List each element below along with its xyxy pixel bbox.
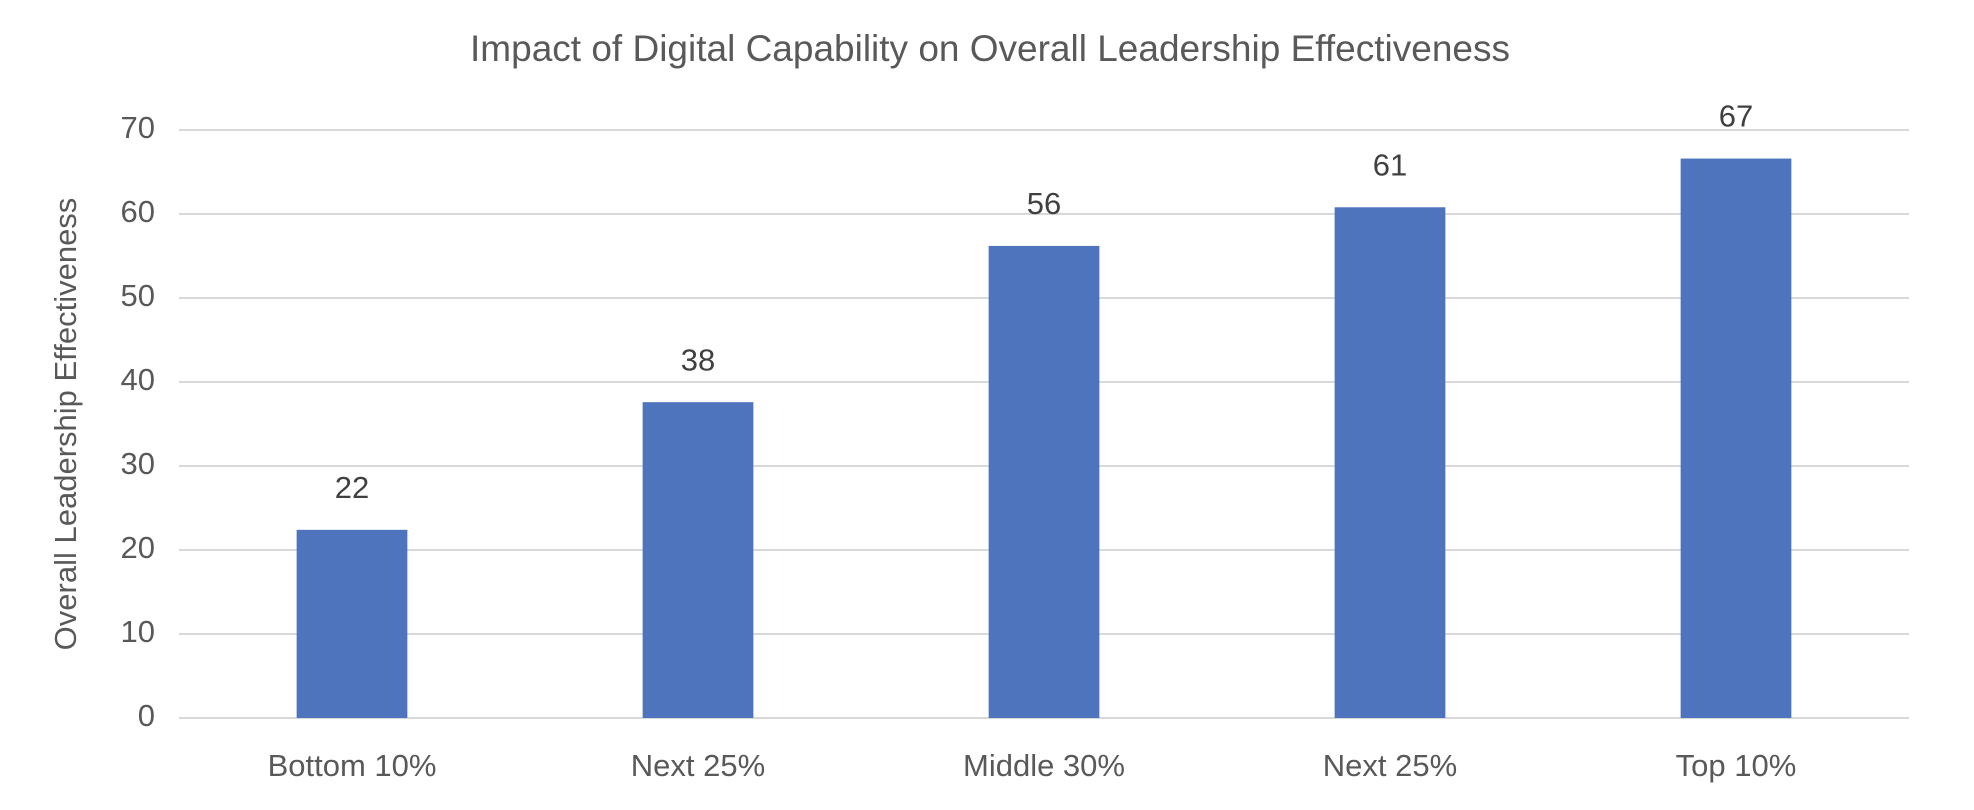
x-tick-label: Middle 30% — [963, 748, 1125, 783]
y-axis-title: Overall Leadership Effectiveness — [48, 198, 83, 651]
x-tick-label: Bottom 10% — [268, 748, 437, 783]
data-label: 38 — [681, 342, 715, 377]
data-label: 67 — [1719, 99, 1753, 134]
y-tick-label: 20 — [121, 530, 155, 565]
data-label: 22 — [335, 470, 369, 505]
y-tick-label: 10 — [121, 614, 155, 649]
bar — [1680, 158, 1792, 718]
data-label: 61 — [1373, 147, 1407, 182]
x-tick-label: Next 25% — [631, 748, 765, 783]
x-tick-label: Top 10% — [1676, 748, 1797, 783]
x-tick-label: Next 25% — [1323, 748, 1457, 783]
bar — [296, 529, 408, 718]
y-tick-label: 0 — [138, 698, 155, 733]
y-tick-label: 40 — [121, 362, 155, 397]
y-tick-label: 50 — [121, 278, 155, 313]
y-tick-label: 60 — [121, 194, 155, 229]
bar — [642, 402, 754, 718]
bar — [988, 245, 1100, 719]
y-tick-label: 30 — [121, 446, 155, 481]
chart-title: Impact of Digital Capability on Overall … — [470, 28, 1510, 69]
data-label: 56 — [1027, 186, 1061, 221]
bar — [1334, 207, 1446, 718]
y-tick-label: 70 — [121, 110, 155, 145]
